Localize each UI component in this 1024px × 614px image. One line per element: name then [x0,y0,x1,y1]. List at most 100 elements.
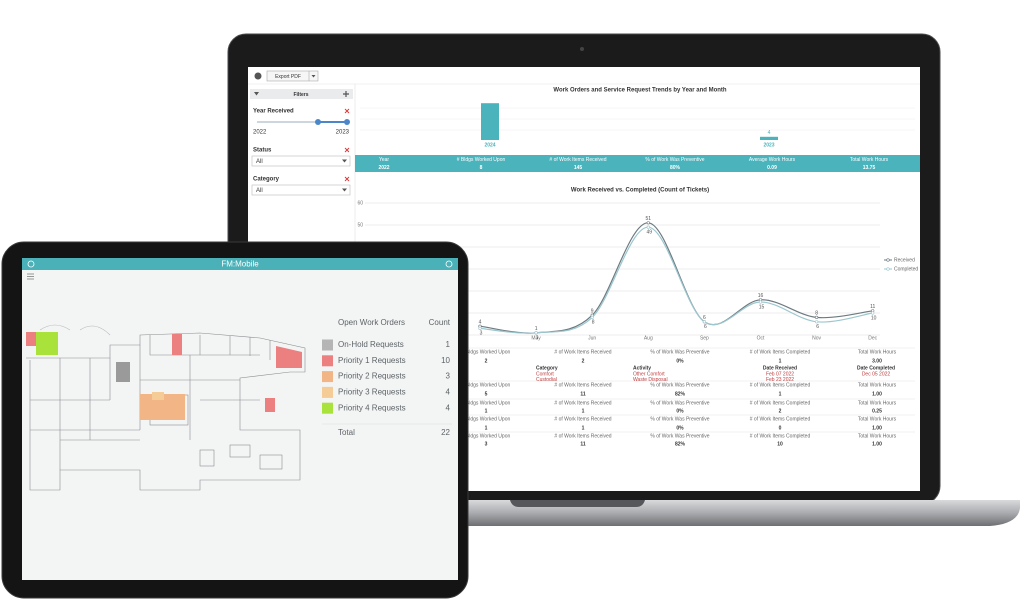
laptop-notch [510,500,645,507]
x-tick-label: Nov [812,335,821,341]
y-tick-label: 60 [357,200,363,206]
dashboard: Export PDF Filters Year Received 2022 20… [248,70,920,491]
detail-value: 1 [779,391,782,397]
floor-rooms [26,332,302,420]
sub-header: Activity [633,365,651,371]
detail-header: # Bldgs Worked Upon [462,349,511,355]
category-select[interactable] [251,184,351,196]
y-tick-label: 50 [357,222,363,228]
legend-label: Priority 1 Requests [338,356,406,365]
sub-header: Date Completed [857,365,895,371]
legend-label: Priority 4 Requests [338,403,406,412]
detail-value: 2 [582,358,585,364]
clear-icon[interactable] [344,147,350,153]
data-label: 6 [703,315,706,321]
filter-label: Status [253,148,272,154]
data-label: 15 [759,304,765,310]
summary-value: 80% [670,165,681,171]
close-icon[interactable] [254,72,262,80]
total-count: 22 [441,428,450,437]
data-label: 51 [646,216,652,222]
summary-band [355,155,920,172]
data-label: 10 [871,315,877,321]
point [814,315,819,320]
detail-value: 5 [485,391,488,397]
legend-count: 3 [446,372,451,381]
summary-header: # of Work Items Received [549,157,606,163]
tablet: FM:Mobile Open Work Orders Count Total 2… [1,241,469,599]
detail-value: 1 [485,408,488,414]
detail-value: 1 [485,425,488,431]
summary-header: % of Work Was Preventive [645,157,704,163]
sub-header: Date Received [763,365,797,371]
detail-header: # of Work Items Completed [750,433,811,439]
point [702,320,707,324]
detail-header: % of Work Was Preventive [650,382,709,388]
sub-cell: Custodial [536,377,557,383]
detail-header: % of Work Was Preventive [650,349,709,355]
menu-icon[interactable] [27,273,34,280]
legend-swatch [322,371,333,383]
detail-value: 11 [580,441,586,447]
detail-value: 82% [675,441,686,447]
detail-header: Total Work Hours [858,433,897,439]
slider-handle[interactable] [315,119,321,125]
chart-title: Work Orders and Service Request Trends b… [553,88,727,94]
data-label: 1 [536,335,539,341]
clear-icon[interactable] [344,108,350,114]
legend-label: Priority 3 Requests [338,388,406,397]
summary-header: Total Work Hours [850,157,889,163]
point [646,221,650,225]
clear-icon[interactable] [344,176,350,182]
x-tick-label: Sep [700,335,709,341]
detail-header: % of Work Was Preventive [650,433,709,439]
detail-value: 2 [485,358,488,364]
summary-value: 8 [480,165,483,171]
detail-header: # of Work Items Received [554,349,611,355]
count-header: Count [429,318,451,327]
detail-header: Total Work Hours [858,349,897,355]
detail-header: # Bldgs Worked Upon [462,433,511,439]
data-label: 49 [647,230,653,236]
dropdown-arrow [311,75,316,78]
legend-label: Received [894,257,915,263]
home-icon[interactable] [27,260,35,268]
summary-header: Average Work Hours [749,157,796,163]
legend-count: 1 [446,340,451,349]
data-label: 8 [592,320,595,326]
select-value[interactable]: All [256,159,263,165]
detail-header: # of Work Items Completed [750,400,811,406]
summary-header: # Bldgs Worked Upon [457,157,506,163]
detail-value: 1.00 [872,425,882,431]
export-label[interactable]: Export PDF [275,74,301,80]
slider-handle[interactable] [344,119,350,125]
point [758,300,763,304]
sub-cell: Dec 05 2022 [862,371,891,377]
legend-marker [886,267,890,271]
status-select[interactable] [251,155,351,167]
point [478,326,482,331]
filters-header [250,89,353,99]
detail-header: % of Work Was Preventive [650,416,709,422]
detail-value: 82% [675,391,686,397]
detail-header: # of Work Items Received [554,382,611,388]
filters-title: Filters [293,92,308,98]
summary-value: 0.09 [767,165,777,171]
detail-header: # of Work Items Completed [750,416,811,422]
detail-value: 0% [676,408,684,414]
x-tick-label: Oct [757,335,765,341]
detail-value: 10 [777,441,783,447]
summary-value: 145 [574,165,583,171]
slider-min: 2022 [253,130,267,136]
settings-icon[interactable] [445,260,453,268]
point [646,225,650,229]
legend-swatch [322,355,333,367]
slider-max: 2023 [336,130,350,136]
legend-count: 10 [441,356,450,365]
point [871,311,875,315]
export-button[interactable] [266,70,319,82]
detail-value: 1.00 [872,441,882,447]
select-value[interactable]: All [256,188,263,194]
detail-value: 2 [779,408,782,414]
